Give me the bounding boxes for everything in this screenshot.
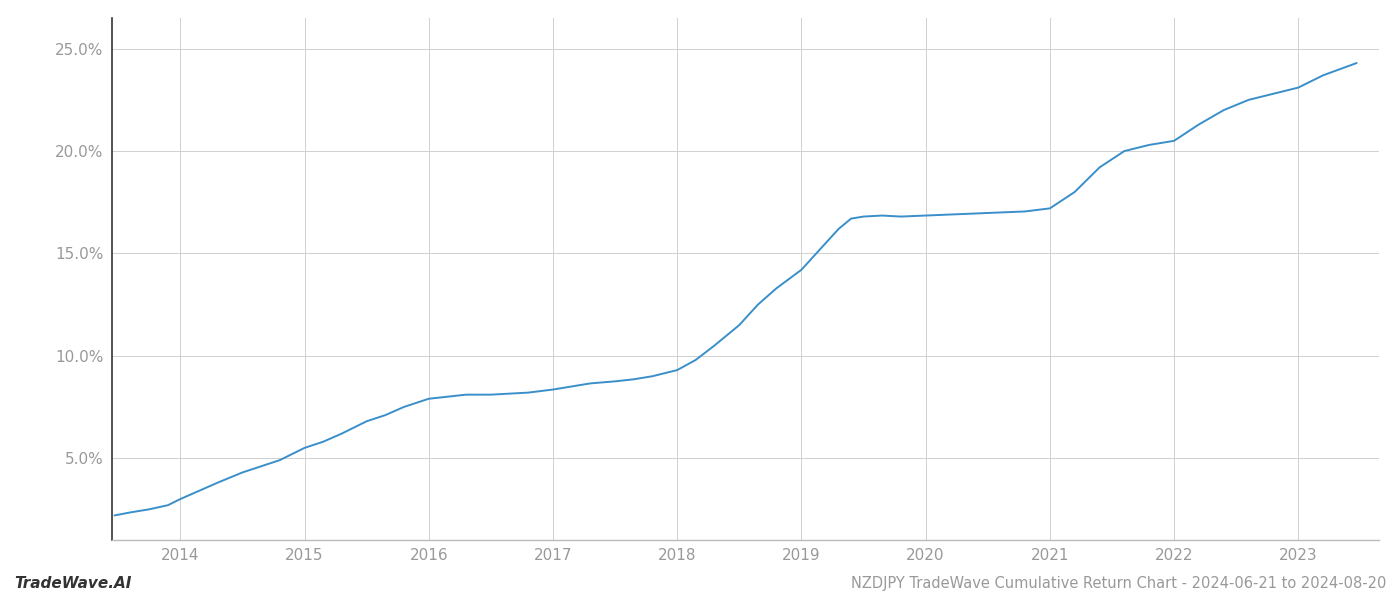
Text: NZDJPY TradeWave Cumulative Return Chart - 2024-06-21 to 2024-08-20: NZDJPY TradeWave Cumulative Return Chart… <box>851 576 1386 591</box>
Text: TradeWave.AI: TradeWave.AI <box>14 576 132 591</box>
